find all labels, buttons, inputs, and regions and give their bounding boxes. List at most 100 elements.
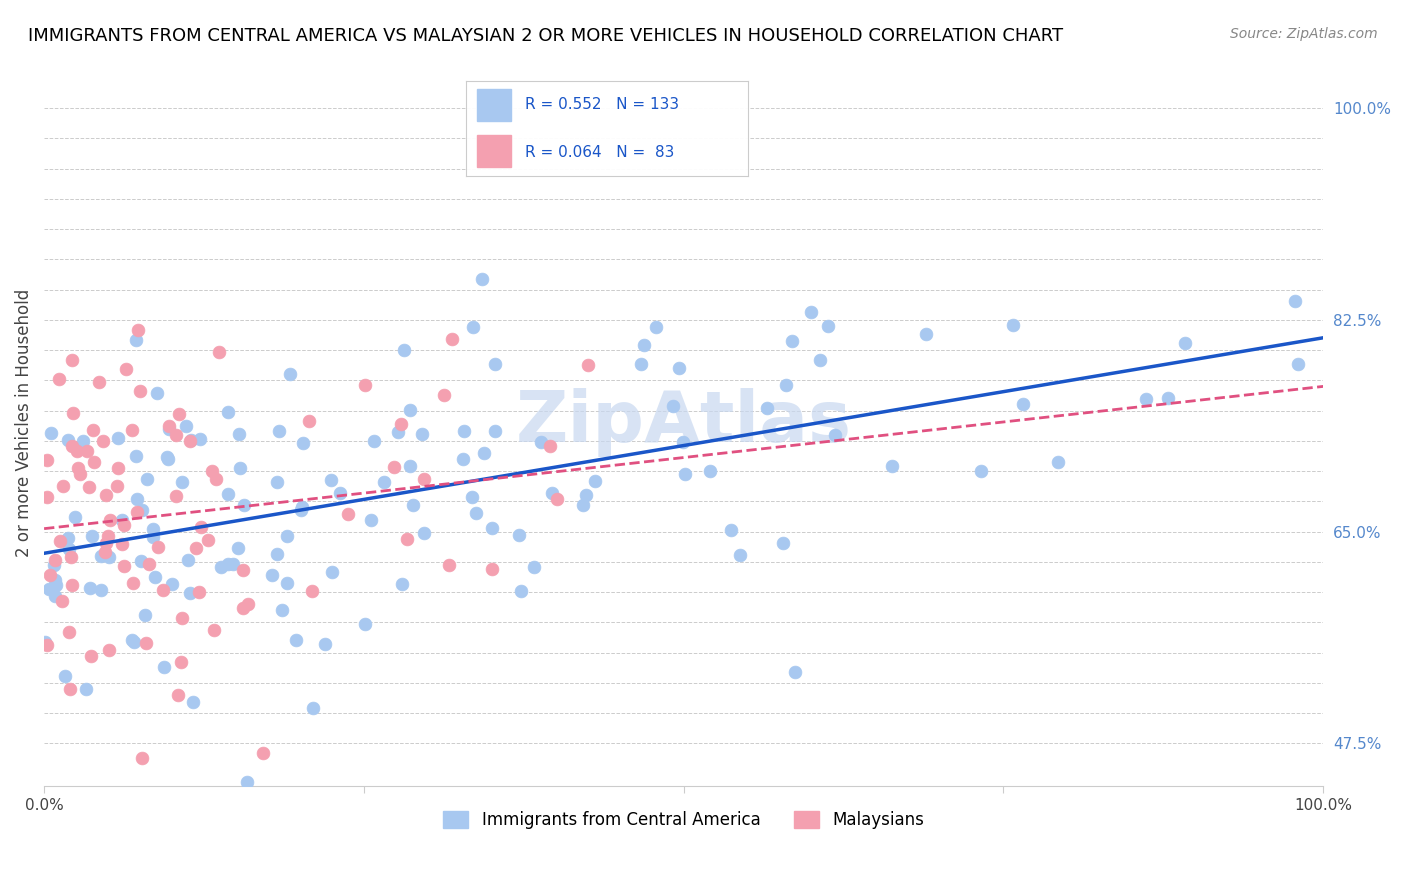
- Point: [66, 444, 89, 458]
- Point: [451, 451, 474, 466]
- Point: [75, 681, 97, 696]
- Point: [146, 540, 169, 554]
- Point: [302, 701, 325, 715]
- Point: [176, 553, 198, 567]
- Point: [278, 368, 301, 382]
- Point: [1284, 293, 1306, 308]
- Point: [60, 577, 83, 591]
- Point: [271, 603, 294, 617]
- Point: [63, 510, 86, 524]
- Point: [481, 561, 503, 575]
- Point: [583, 475, 606, 489]
- Point: [208, 344, 231, 359]
- Point: [105, 479, 128, 493]
- Legend: Immigrants from Central America, Malaysians: Immigrants from Central America, Malaysi…: [437, 804, 931, 836]
- Point: [122, 576, 145, 591]
- Point: [530, 435, 553, 450]
- Point: [138, 558, 160, 572]
- Point: [79, 581, 101, 595]
- Point: [44, 590, 66, 604]
- Point: [398, 459, 420, 474]
- Point: [91, 434, 114, 448]
- Point: [72, 434, 94, 448]
- Point: [633, 338, 655, 352]
- Point: [77, 480, 100, 494]
- Point: [238, 597, 260, 611]
- Point: [319, 473, 342, 487]
- Point: [62, 406, 84, 420]
- Point: [817, 318, 839, 333]
- Point: [114, 517, 136, 532]
- Point: [76, 443, 98, 458]
- Point: [188, 432, 211, 446]
- Point: [107, 431, 129, 445]
- Point: [127, 504, 149, 518]
- Point: [538, 439, 561, 453]
- Point: [402, 498, 425, 512]
- Point: [180, 434, 202, 448]
- Point: [217, 405, 239, 419]
- Point: [124, 449, 146, 463]
- Point: [276, 576, 298, 591]
- Point: [433, 388, 456, 402]
- Point: [785, 665, 807, 679]
- Point: [142, 530, 165, 544]
- Point: [172, 475, 194, 489]
- Point: [44, 573, 66, 587]
- Point: [630, 357, 652, 371]
- Y-axis label: 2 or more Vehicles in Household: 2 or more Vehicles in Household: [15, 289, 32, 557]
- Point: [156, 450, 179, 464]
- Point: [461, 490, 484, 504]
- Point: [389, 417, 412, 431]
- Point: [39, 425, 62, 440]
- Point: [44, 553, 66, 567]
- Point: [301, 584, 323, 599]
- Point: [413, 525, 436, 540]
- Point: [129, 554, 152, 568]
- Point: [1011, 396, 1033, 410]
- Point: [58, 532, 80, 546]
- Point: [440, 332, 463, 346]
- Point: [336, 508, 359, 522]
- Point: [484, 357, 506, 371]
- Point: [121, 632, 143, 647]
- Point: [181, 695, 204, 709]
- Point: [222, 557, 245, 571]
- Point: [52, 479, 75, 493]
- Point: [571, 498, 593, 512]
- Point: [179, 434, 201, 448]
- Point: [661, 399, 683, 413]
- Point: [672, 435, 695, 450]
- Point: [179, 586, 201, 600]
- Point: [645, 320, 668, 334]
- Text: IMMIGRANTS FROM CENTRAL AMERICA VS MALAYSIAN 2 OR MORE VEHICLES IN HOUSEHOLD COR: IMMIGRANTS FROM CENTRAL AMERICA VS MALAY…: [28, 27, 1063, 45]
- Point: [576, 358, 599, 372]
- Point: [143, 570, 166, 584]
- Point: [56, 433, 79, 447]
- Point: [134, 607, 156, 622]
- Point: [37, 453, 59, 467]
- Point: [232, 563, 254, 577]
- Point: [98, 513, 121, 527]
- Point: [60, 352, 83, 367]
- Point: [37, 490, 59, 504]
- Point: [80, 529, 103, 543]
- Point: [474, 446, 496, 460]
- Point: [34, 635, 56, 649]
- Point: [233, 499, 256, 513]
- Point: [58, 625, 80, 640]
- Point: [382, 460, 405, 475]
- Point: [1173, 335, 1195, 350]
- Point: [37, 638, 59, 652]
- Point: [202, 623, 225, 637]
- Point: [107, 460, 129, 475]
- Point: [508, 527, 530, 541]
- Point: [114, 362, 136, 376]
- Point: [127, 492, 149, 507]
- Point: [699, 464, 721, 478]
- Point: [481, 521, 503, 535]
- Point: [387, 425, 409, 440]
- Point: [125, 334, 148, 348]
- Point: [135, 472, 157, 486]
- Point: [97, 529, 120, 543]
